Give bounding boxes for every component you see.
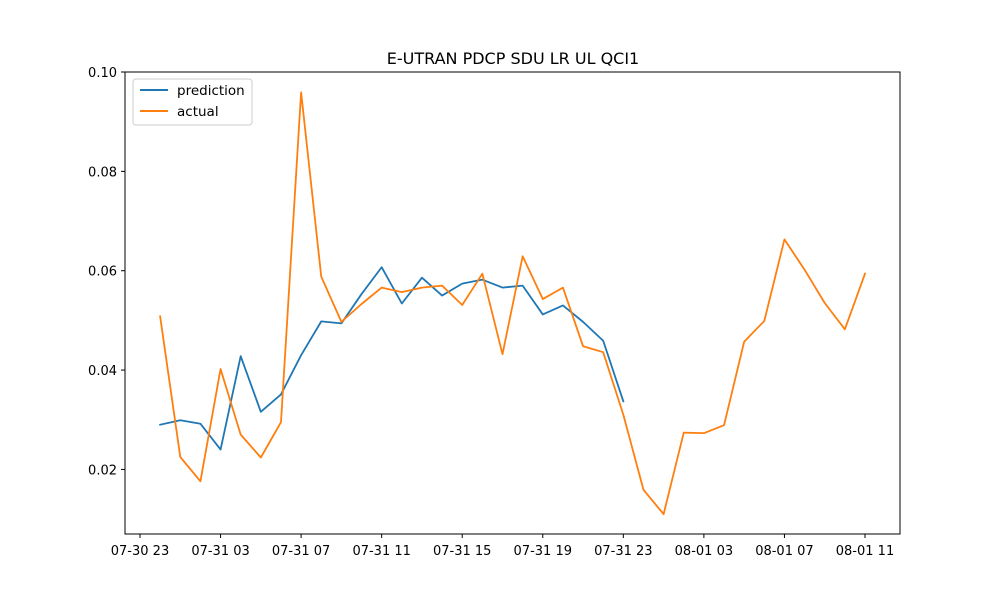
x-tick-label: 07-31 19 — [514, 544, 572, 559]
y-axis: 0.02 0.04 0.06 0.08 0.10 — [88, 66, 125, 478]
y-tick-label: 0.02 — [88, 463, 117, 478]
x-tick-label: 07-31 15 — [433, 544, 491, 559]
legend-label-actual: actual — [177, 104, 219, 120]
x-tick-label: 07-31 07 — [272, 544, 330, 559]
chart-title: E-UTRAN PDCP SDU LR UL QCI1 — [387, 49, 639, 68]
series-line-prediction — [159, 266, 625, 451]
y-tick-label: 0.04 — [88, 364, 117, 379]
legend: prediction actual — [132, 78, 253, 126]
series-lines — [159, 91, 867, 516]
x-tick-label: 07-31 23 — [594, 544, 652, 559]
y-tick-label: 0.06 — [88, 265, 117, 280]
x-tick-label: 07-31 11 — [352, 544, 410, 559]
x-tick-label: 07-31 03 — [191, 544, 249, 559]
y-tick-label: 0.08 — [88, 165, 117, 180]
y-tick-label: 0.10 — [88, 66, 117, 81]
x-tick-label: 08-01 11 — [836, 544, 894, 559]
plot-frame — [124, 71, 901, 535]
x-tick-label: 08-01 07 — [755, 544, 813, 559]
x-tick-label: 07-30 23 — [111, 544, 169, 559]
x-axis: 07-30 23 07-31 03 07-31 07 07-31 11 07-31 15… — [111, 534, 894, 559]
legend-label-prediction: prediction — [177, 83, 245, 99]
series-line-actual — [159, 91, 867, 516]
x-tick-label: 08-01 03 — [675, 544, 733, 559]
